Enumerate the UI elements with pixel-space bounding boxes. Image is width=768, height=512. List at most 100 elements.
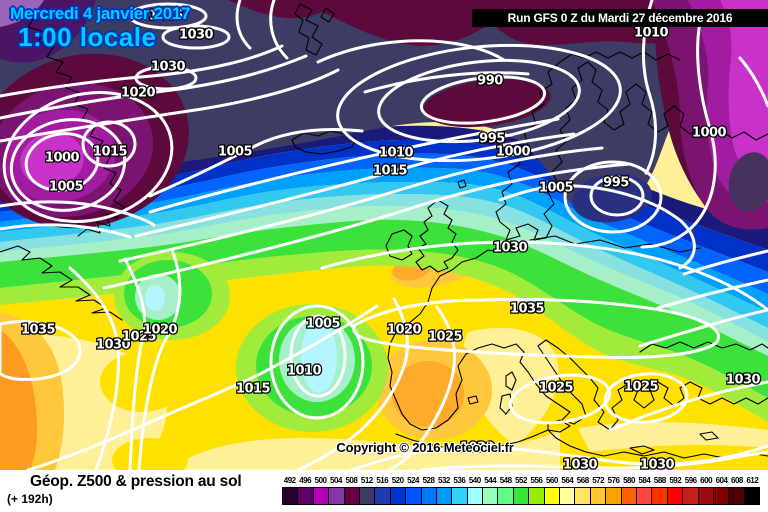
pressure-label: 1030 [726, 373, 761, 388]
scale-value: 592 [669, 476, 682, 485]
scale-cell [375, 488, 391, 504]
scale-cell [590, 488, 607, 504]
pressure-label: 1010 [287, 364, 322, 379]
forecast-date-line: Mercredi 4 janvier 2017 [10, 4, 191, 23]
scale-cell [698, 488, 714, 504]
scale-value: 520 [391, 476, 404, 485]
scale-cell [421, 488, 437, 504]
scale-value: 524 [407, 476, 420, 485]
scale-value: 536 [453, 476, 466, 485]
scale-value: 588 [653, 476, 666, 485]
scale-cell [329, 488, 345, 504]
scale-cell [513, 488, 530, 504]
scale-value: 556 [530, 476, 543, 485]
scale-value: 584 [638, 476, 651, 485]
color-scale: 492 496 500 504 508 512 516 520 524 528 532 536 540 5… [282, 476, 760, 505]
scale-value: 560 [545, 476, 558, 485]
scale-value: 504 [330, 476, 342, 485]
pressure-label: 1005 [49, 180, 84, 195]
warm-patches [0, 246, 768, 470]
map-title: Géop. Z500 & pression au sol [30, 473, 242, 490]
pressure-label: 1015 [236, 382, 271, 397]
scale-cell [729, 488, 745, 504]
scale-value: 548 [499, 476, 512, 485]
copyright-text: Copyright © 2016 Meteociel.fr [336, 440, 514, 455]
pressure-label: 1025 [428, 330, 463, 345]
band [0, 139, 768, 272]
pressure-label: 1000 [496, 145, 531, 160]
scale-value: 604 [715, 476, 728, 485]
pressure-label: 995 [479, 132, 505, 147]
pressure-label: 1030 [563, 458, 598, 471]
pressure-label: 1020 [121, 86, 156, 101]
scale-cell [621, 488, 637, 504]
scale-cell [298, 488, 314, 504]
scale-cell [744, 488, 760, 504]
band [0, 181, 768, 328]
band [0, 205, 768, 356]
color-scale-values: 492 496 500 504 508 512 516 520 524 528 532 536 540 5… [282, 476, 760, 486]
scale-value: 544 [484, 476, 497, 485]
scale-cell [498, 488, 514, 504]
band [0, 167, 768, 312]
scale-value: 528 [422, 476, 435, 485]
scale-cell [483, 488, 499, 504]
coastlines [0, 3, 768, 459]
pressure-label: 1035 [510, 302, 545, 317]
scale-cell [560, 488, 576, 504]
pressure-label: 1025 [539, 381, 574, 396]
pressure-label: 1030 [640, 458, 675, 471]
scale-value: 580 [623, 476, 635, 485]
pressure-label: 1015 [93, 145, 128, 160]
scale-cell [406, 488, 422, 504]
pressure-label: 1005 [218, 145, 253, 160]
pressure-label: 990 [477, 74, 503, 89]
scale-value: 540 [468, 476, 481, 485]
pressure-label: 1005 [306, 317, 341, 332]
scale-value: 532 [438, 476, 450, 485]
pressure-label: 1010 [379, 146, 414, 161]
pressure-label: 1005 [539, 181, 574, 196]
pressure-label: 1020 [143, 323, 178, 338]
scale-value: 572 [592, 476, 605, 485]
scale-cell [575, 488, 591, 504]
pressure-label: 1020 [387, 323, 422, 338]
scale-cell [713, 488, 730, 504]
scale-value: 492 [283, 476, 296, 485]
scale-value: 564 [561, 476, 574, 485]
scale-value: 552 [515, 476, 527, 485]
scale-value: 512 [360, 476, 373, 485]
scale-value: 568 [576, 476, 589, 485]
pressure-label: 1035 [21, 323, 56, 338]
pressure-label: 1000 [692, 126, 727, 141]
band [0, 153, 768, 294]
scale-value: 496 [299, 476, 312, 485]
pressure-label: 1025 [149, 9, 184, 24]
scale-cell [359, 488, 376, 504]
pressure-label: 1030 [96, 338, 131, 353]
forecast-time-line: 1:00 locale [18, 21, 157, 52]
pressure-label: 1025 [624, 380, 659, 395]
scale-cell [636, 488, 653, 504]
scale-value: 608 [731, 476, 743, 485]
pressure-label: 1030 [460, 441, 495, 456]
scale-value: 596 [684, 476, 697, 485]
lead-time: (+ 192h) [7, 492, 53, 506]
legend-strip: Géop. Z500 & pression au sol (+ 192h) 49… [0, 470, 768, 512]
pressure-label: 1010 [634, 26, 669, 41]
scale-cell [452, 488, 468, 504]
band [0, 193, 768, 342]
pressure-label: 1030 [151, 60, 186, 75]
pressure-label: 1025 [122, 330, 157, 345]
pressure-contours [0, 0, 768, 470]
pressure-label: 1000 [45, 151, 80, 166]
pressure-label: 1030 [493, 241, 528, 256]
scale-cell [652, 488, 668, 504]
scale-cell [283, 488, 299, 504]
scale-value: 600 [700, 476, 713, 485]
scale-value: 516 [376, 476, 389, 485]
color-scale-cells [282, 487, 760, 505]
scale-value: 500 [314, 476, 327, 485]
